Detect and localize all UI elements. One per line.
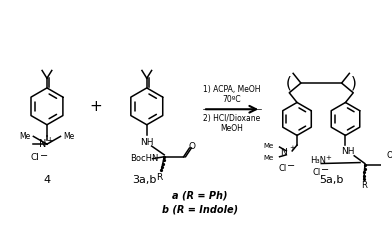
Text: N: N xyxy=(38,139,46,149)
Text: BocHN: BocHN xyxy=(130,154,158,163)
Text: Cl: Cl xyxy=(278,164,287,173)
Text: Me: Me xyxy=(263,143,274,149)
Text: Me: Me xyxy=(64,132,74,141)
Text: (: ( xyxy=(285,76,291,91)
Text: a (R = Ph): a (R = Ph) xyxy=(172,190,228,201)
Text: NH: NH xyxy=(140,138,154,147)
Text: +: + xyxy=(325,155,331,161)
Text: R: R xyxy=(156,173,163,182)
Text: Cl: Cl xyxy=(31,153,40,162)
Text: ): ) xyxy=(351,76,357,91)
Text: +: + xyxy=(47,136,53,145)
Text: +: + xyxy=(89,99,102,114)
Text: NH: NH xyxy=(341,147,354,156)
Text: 2) HCl/Dioxane: 2) HCl/Dioxane xyxy=(203,114,261,124)
Text: 70ºC: 70ºC xyxy=(223,95,241,104)
Text: 4: 4 xyxy=(44,175,51,185)
Text: Me: Me xyxy=(19,132,31,141)
Text: −: − xyxy=(40,151,48,161)
Text: +: + xyxy=(289,145,295,151)
Text: Me: Me xyxy=(263,155,274,161)
Text: O: O xyxy=(387,151,392,160)
Text: b (R = Indole): b (R = Indole) xyxy=(162,204,238,214)
Text: Cl: Cl xyxy=(312,168,321,177)
Text: MeOH: MeOH xyxy=(221,124,243,133)
Text: 3a,b: 3a,b xyxy=(132,175,157,185)
Text: 1) ACPA, MeOH: 1) ACPA, MeOH xyxy=(203,85,261,94)
Text: O: O xyxy=(189,142,196,150)
Text: R: R xyxy=(361,181,367,190)
Text: 5a,b: 5a,b xyxy=(319,175,343,185)
Text: −: − xyxy=(287,161,295,172)
Text: H₃N: H₃N xyxy=(310,156,327,165)
Text: −: − xyxy=(321,165,329,175)
Text: N: N xyxy=(281,148,287,157)
